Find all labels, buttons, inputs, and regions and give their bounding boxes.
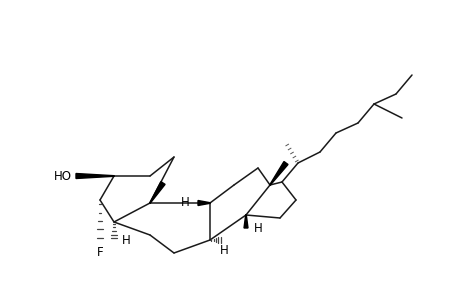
Polygon shape — [150, 182, 165, 203]
Polygon shape — [76, 173, 114, 178]
Text: H: H — [122, 233, 130, 247]
Text: H: H — [253, 221, 262, 235]
Text: F: F — [96, 246, 103, 259]
Polygon shape — [243, 215, 247, 228]
Polygon shape — [197, 200, 210, 206]
Polygon shape — [269, 161, 287, 185]
Text: H: H — [181, 196, 190, 209]
Text: H: H — [219, 244, 228, 257]
Text: HO: HO — [54, 169, 72, 182]
